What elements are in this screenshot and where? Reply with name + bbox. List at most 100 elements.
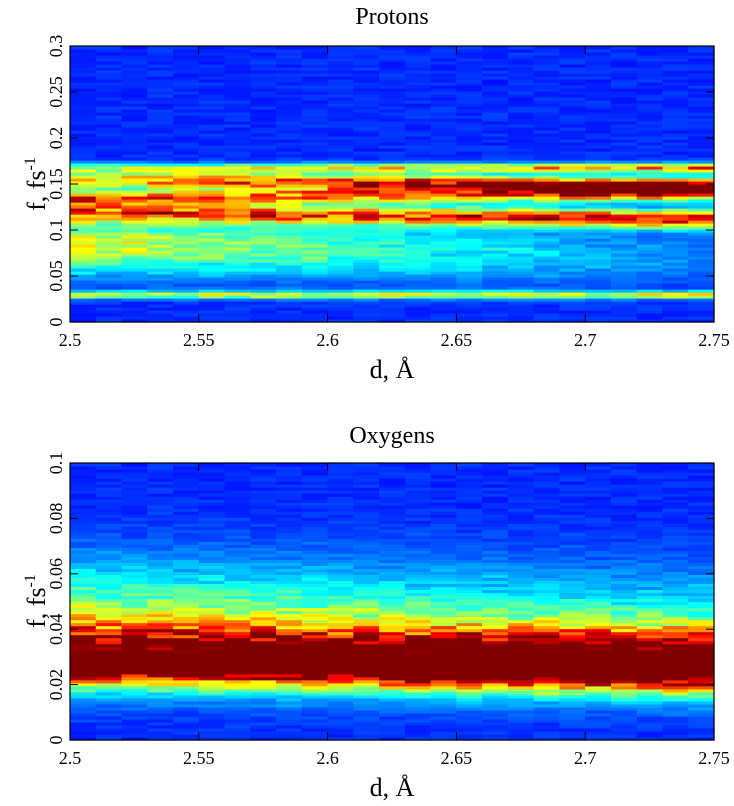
heatmap-cell	[430, 646, 457, 651]
heatmap-cell	[70, 268, 97, 272]
heatmap-cell	[404, 106, 432, 110]
heatmap-cell	[276, 700, 303, 705]
heatmap-cell	[70, 694, 97, 699]
heatmap-cell	[404, 304, 432, 308]
heatmap-cell	[327, 295, 354, 299]
x-tick-label: 2.6	[316, 748, 339, 768]
heatmap-cell	[198, 70, 226, 74]
heatmap-cell	[559, 142, 586, 146]
heatmap-cell	[430, 187, 457, 191]
heatmap-cell	[147, 529, 174, 533]
heatmap-cell	[379, 493, 406, 497]
heatmap-cell	[482, 493, 509, 497]
heatmap-cell	[430, 463, 457, 467]
heatmap-cell	[353, 205, 380, 209]
heatmap-cell	[430, 490, 457, 494]
heatmap-cell	[147, 274, 174, 278]
heatmap-cell	[688, 232, 715, 236]
heatmap-cell	[507, 577, 535, 582]
heatmap-cell	[507, 199, 535, 203]
heatmap-cell	[95, 304, 123, 308]
heatmap-cell	[482, 538, 509, 542]
heatmap-cell	[121, 526, 148, 530]
heatmap-cell	[276, 490, 303, 494]
heatmap-cell	[636, 232, 664, 236]
heatmap-cell	[482, 145, 509, 149]
heatmap-cell	[430, 85, 457, 89]
heatmap-cell	[353, 631, 380, 636]
heatmap-cell	[327, 556, 354, 560]
heatmap-cell	[250, 496, 277, 500]
heatmap-cell	[147, 286, 174, 290]
heatmap-cell	[456, 136, 483, 140]
heatmap-cell	[301, 199, 329, 203]
heatmap-cell	[173, 79, 200, 83]
heatmap-cell	[327, 478, 354, 482]
heatmap-cell	[662, 634, 689, 639]
heatmap-cell	[533, 691, 561, 696]
heatmap-cell	[507, 478, 535, 482]
heatmap-cell	[224, 487, 251, 491]
heatmap-cell	[224, 256, 251, 260]
heatmap-cell	[482, 481, 509, 485]
heatmap-cell	[250, 286, 277, 290]
heatmap-cell	[430, 520, 457, 524]
heatmap-cell	[533, 220, 561, 224]
heatmap-cell	[456, 307, 483, 311]
heatmap-cell	[327, 646, 354, 651]
heatmap-cell	[404, 526, 432, 530]
heatmap-cell	[430, 283, 457, 287]
heatmap-cell	[559, 649, 586, 654]
heatmap-cell	[224, 160, 251, 164]
heatmap-cell	[507, 691, 535, 696]
heatmap-cell	[533, 538, 561, 542]
heatmap-cell	[456, 205, 483, 209]
heatmap-cell	[507, 529, 535, 533]
heatmap-cell	[95, 169, 123, 173]
heatmap-cell	[559, 289, 586, 293]
heatmap-cell	[173, 484, 200, 488]
heatmap-cell	[353, 82, 380, 86]
heatmap-cell	[482, 496, 509, 500]
heatmap-cell	[379, 712, 406, 717]
heatmap-cell	[70, 499, 97, 503]
heatmap-cell	[70, 193, 97, 197]
heatmap-cell	[121, 592, 148, 597]
heatmap-cell	[70, 592, 97, 597]
heatmap-cell	[70, 691, 97, 696]
heatmap-cell	[276, 631, 303, 636]
heatmap-cell	[404, 61, 432, 65]
heatmap-cell	[301, 64, 329, 68]
heatmap-cell	[70, 220, 97, 224]
heatmap-cell	[173, 271, 200, 275]
heatmap-cell	[507, 679, 535, 684]
heatmap-cell	[430, 514, 457, 518]
heatmap-cell	[456, 226, 483, 230]
heatmap-cell	[585, 88, 612, 92]
heatmap-cell	[456, 292, 483, 296]
heatmap-cell	[404, 604, 432, 609]
heatmap-cell	[327, 637, 354, 642]
heatmap-cell	[379, 580, 406, 585]
heatmap-cell	[198, 301, 226, 305]
heatmap-cell	[353, 526, 380, 530]
heatmap-cell	[482, 706, 509, 711]
heatmap-cell	[533, 229, 561, 233]
heatmap-cell	[404, 205, 432, 209]
heatmap-cell	[662, 580, 689, 585]
heatmap-cell	[250, 163, 277, 167]
heatmap-cell	[688, 616, 715, 621]
heatmap-cell	[559, 673, 586, 678]
heatmap-cell	[276, 316, 303, 320]
heatmap-cell	[121, 112, 148, 116]
heatmap-cell	[688, 115, 715, 119]
heatmap-cell	[70, 256, 97, 260]
heatmap-cell	[456, 220, 483, 224]
heatmap-cell	[688, 112, 715, 116]
heatmap-cell	[456, 592, 483, 597]
heatmap-cell	[456, 55, 483, 59]
heatmap-cell	[533, 484, 561, 488]
heatmap-cell	[379, 127, 406, 131]
heatmap-cell	[353, 274, 380, 278]
heatmap-cell	[662, 259, 689, 263]
